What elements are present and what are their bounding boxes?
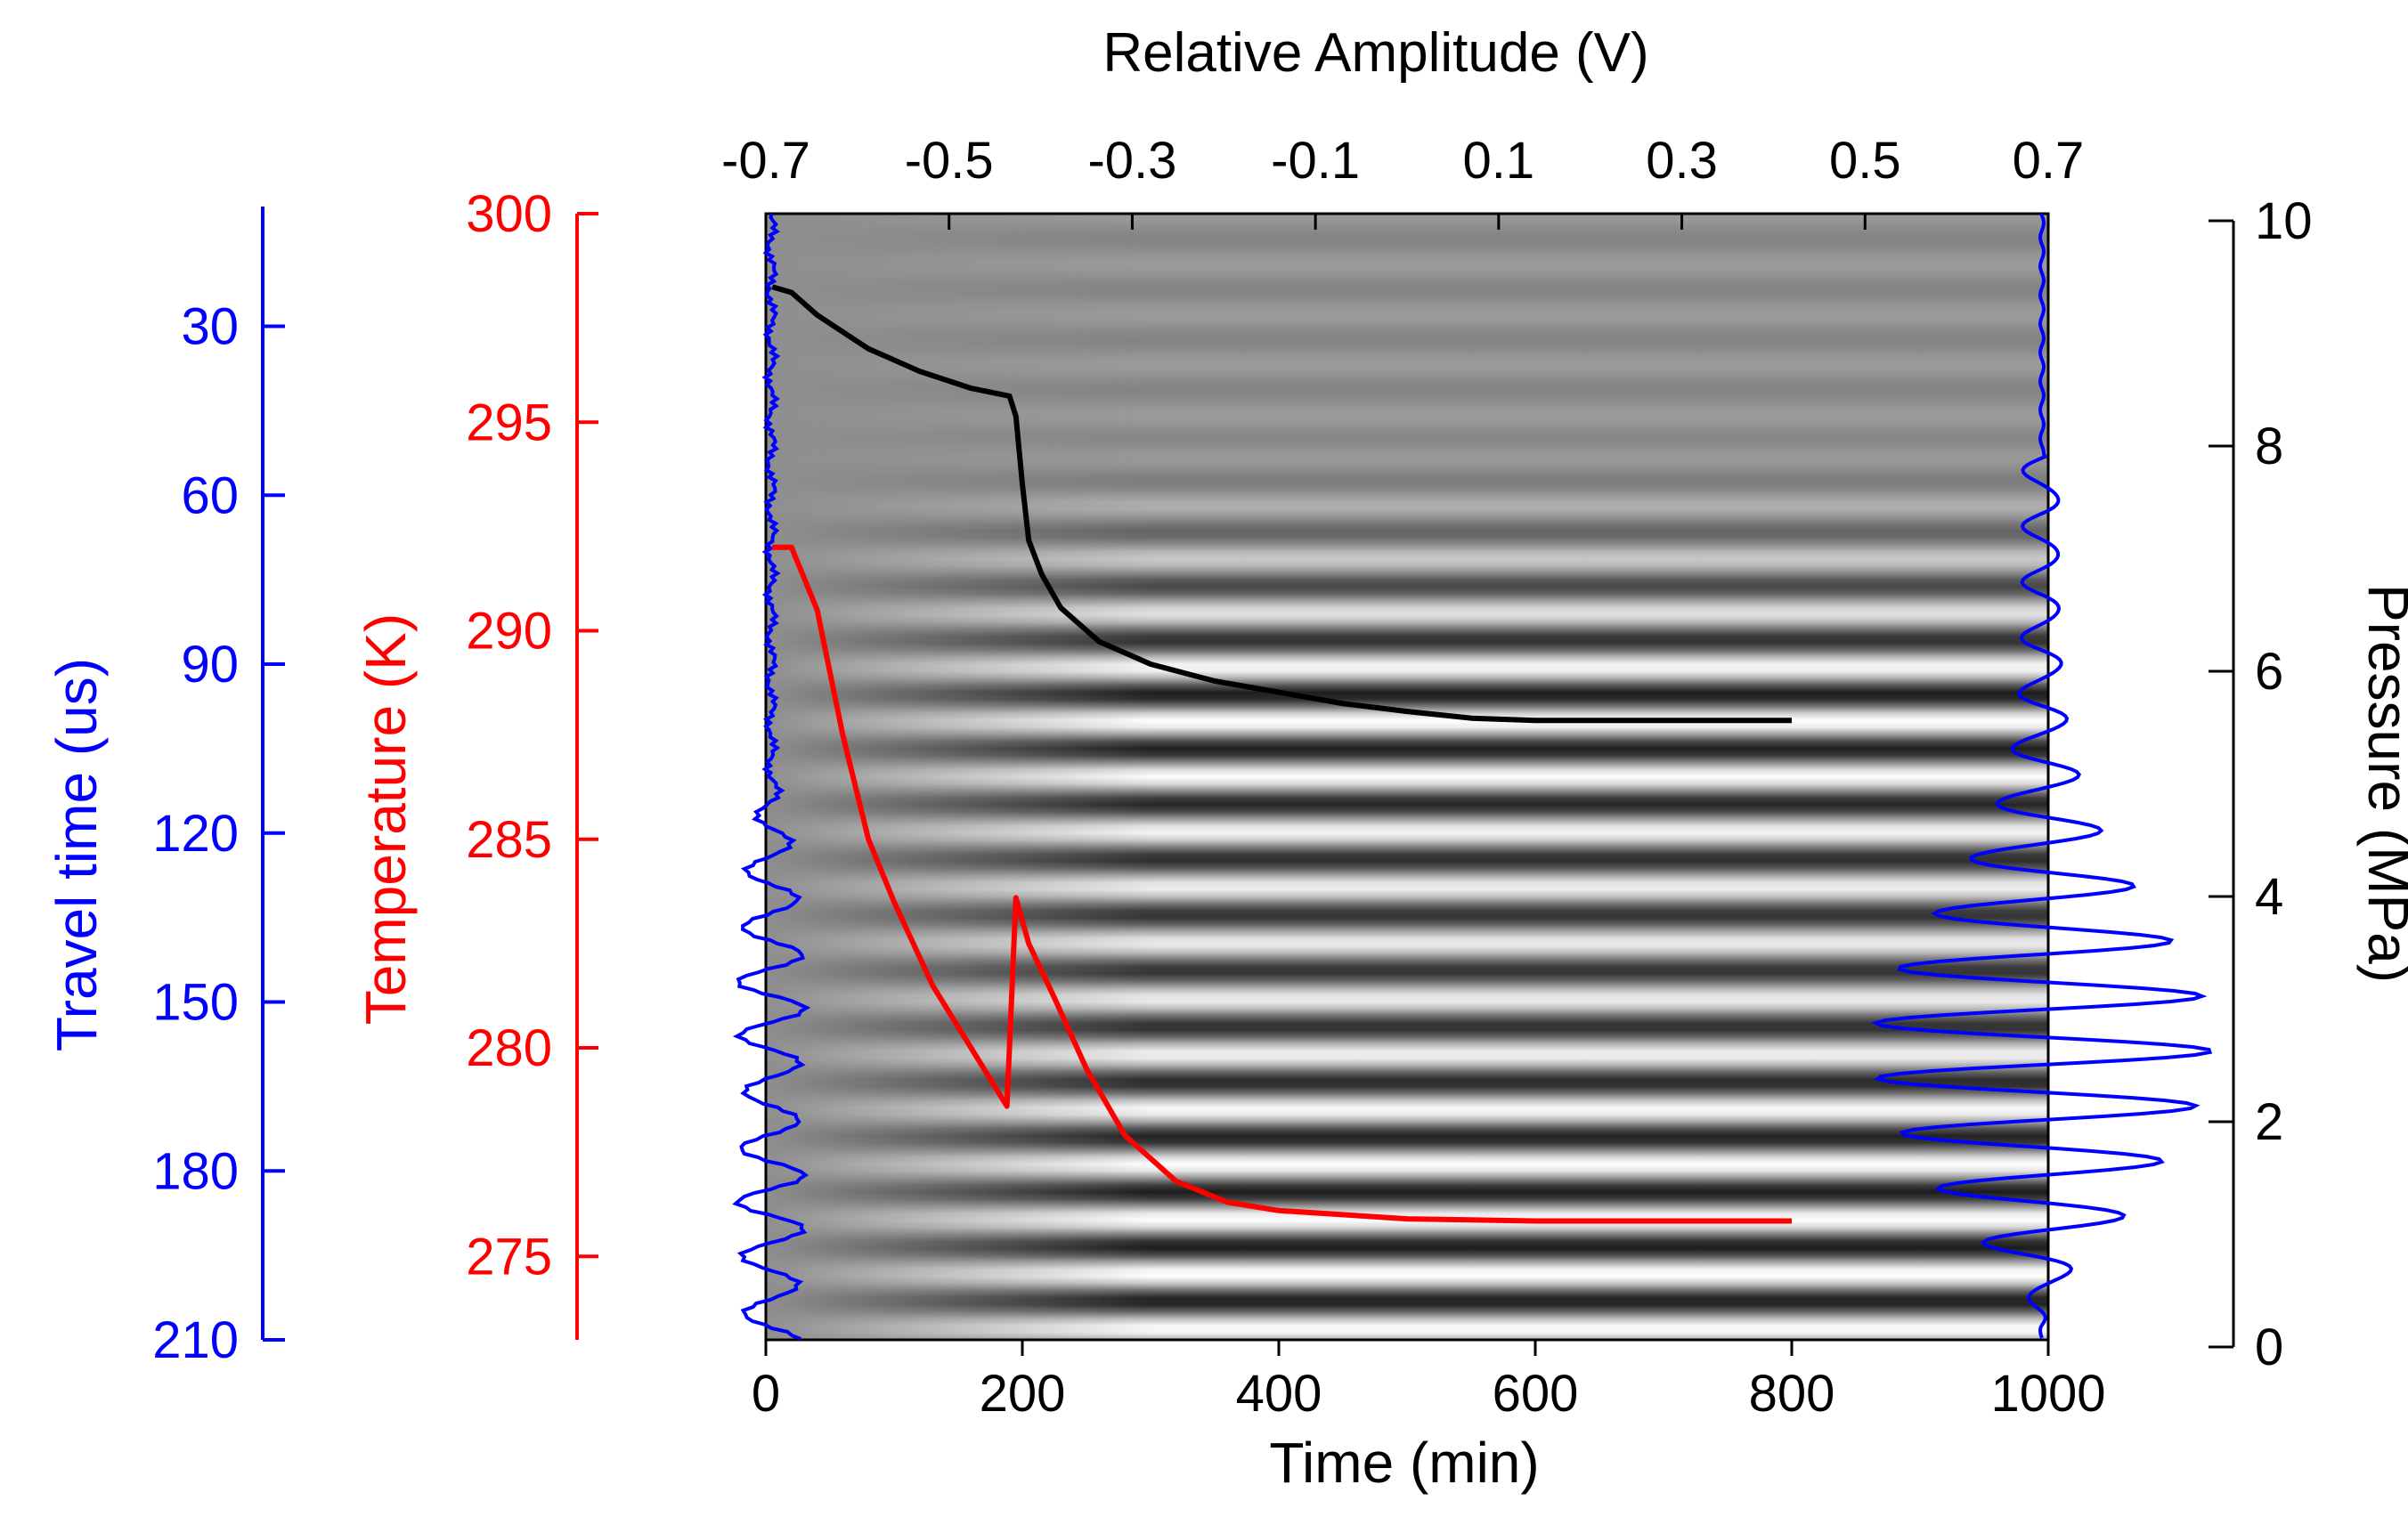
x-bottom-tick-label: 600: [1493, 1365, 1579, 1423]
y-travel-label: Travel time (us): [45, 658, 109, 1051]
y-pressure-tick-label: 4: [2255, 868, 2283, 926]
x-bottom-tick-label: 1000: [1990, 1365, 2105, 1423]
y-temperature-tick-label: 280: [466, 1019, 552, 1077]
y-travel-tick-label: 30: [181, 298, 239, 356]
y-pressure-tick-label: 8: [2255, 418, 2283, 475]
x-top-tick-label: -0.3: [1087, 132, 1176, 190]
y-pressure-label: Pressure (MPa): [2356, 584, 2408, 983]
axes: 0 200 400 600 800 1000-0.7 -0.5 -0.3 -0.1 0.1 0.3 0…: [152, 132, 2312, 1423]
x-top-label: Relative Amplitude (V): [1102, 22, 1648, 84]
pressure-series-line: [771, 284, 1792, 724]
y-travel-tick-label: 150: [152, 974, 239, 1032]
x-top-tick-label: -0.7: [721, 132, 810, 190]
y-temperature-tick-label: 290: [466, 603, 552, 661]
y-travel-tick-label: 180: [152, 1142, 239, 1200]
y-temperature-tick-label: 275: [466, 1228, 552, 1286]
y-travel-tick-label: 90: [181, 636, 239, 694]
y-travel-tick-label: 210: [152, 1311, 239, 1369]
initial-waveform-trace: [732, 213, 811, 1341]
y-pressure-tick-label: 10: [2255, 192, 2313, 250]
y-pressure-tick-label: 0: [2255, 1318, 2283, 1376]
x-top-tick-label: -0.1: [1271, 132, 1360, 190]
y-pressure-tick-label: 6: [2255, 643, 2283, 701]
x-top-tick-label: -0.5: [905, 132, 994, 190]
x-bottom-tick-label: 400: [1236, 1365, 1322, 1423]
final-waveform-trace: [1870, 213, 2213, 1339]
y-travel-tick-label: 120: [152, 805, 239, 863]
curves: [771, 284, 1792, 1224]
y-pressure-tick-label: 2: [2255, 1093, 2283, 1151]
waterfall-bands: [766, 214, 2048, 1340]
y-temperature-tick-label: 285: [466, 811, 552, 869]
y-temperature-tick-label: 300: [466, 185, 552, 243]
x-top-tick-label: 0.3: [1646, 132, 1718, 190]
temperature-series-line: [772, 544, 1792, 1224]
x-bottom-tick-label: 800: [1749, 1365, 1835, 1423]
x-bottom-label: Time (min): [1269, 1431, 1539, 1495]
x-top-tick-label: 0.7: [2013, 132, 2085, 190]
y-temperature-label: Temperature (K): [354, 613, 418, 1025]
x-bottom-tick-label: 200: [980, 1365, 1066, 1423]
x-top-tick-label: 0.5: [1829, 132, 1901, 190]
y-temperature-tick-label: 295: [466, 393, 552, 451]
waveforms: [732, 213, 2213, 1341]
x-bottom-tick-label: 0: [752, 1365, 780, 1423]
y-travel-tick-label: 60: [181, 466, 239, 524]
x-top-tick-label: 0.1: [1463, 132, 1535, 190]
